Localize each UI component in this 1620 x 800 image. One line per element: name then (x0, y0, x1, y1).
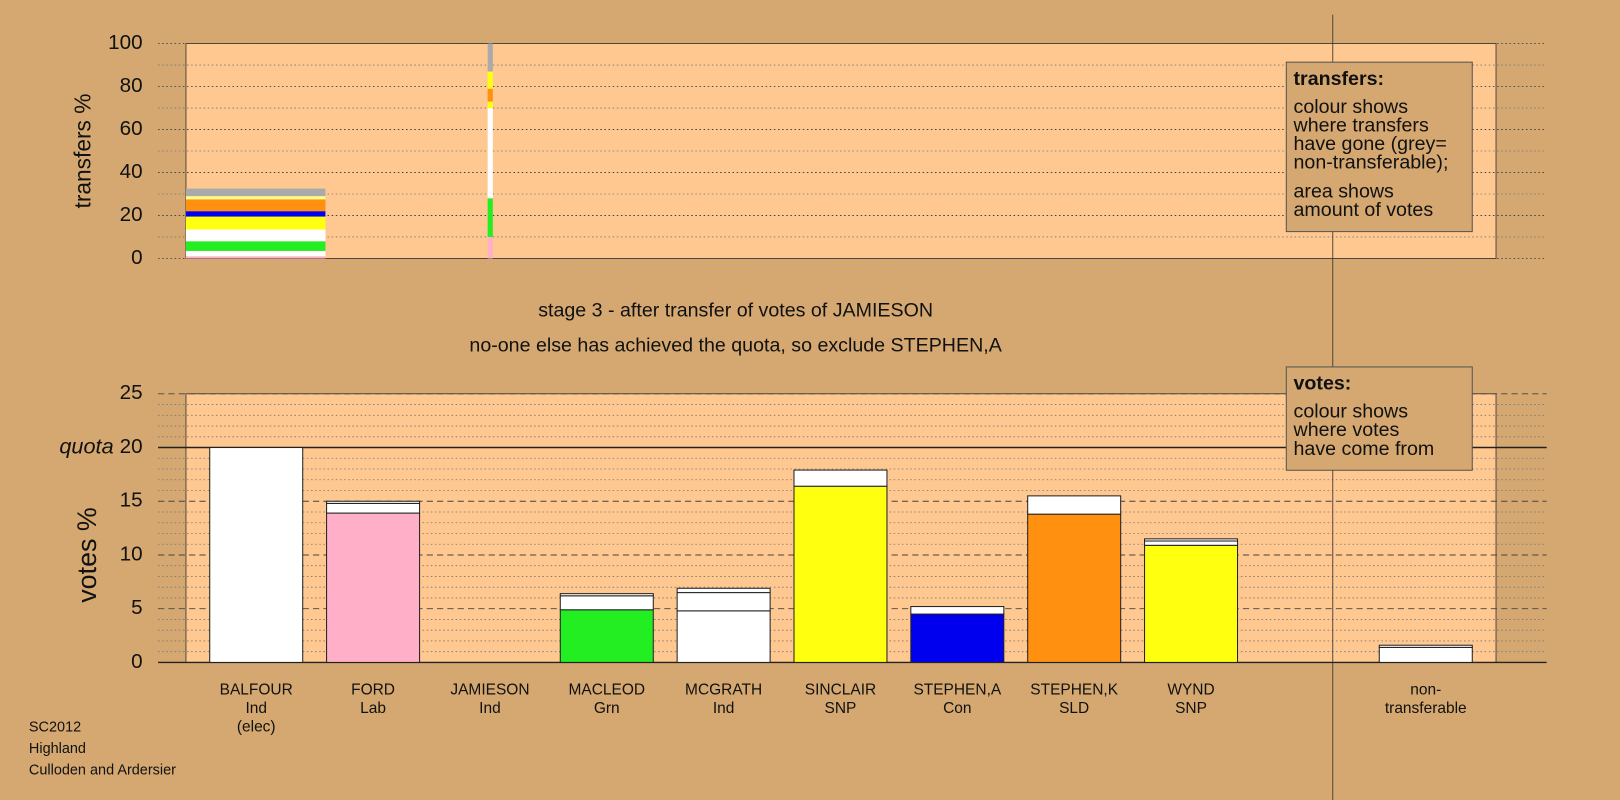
x-tick-label: JAMIESON (450, 681, 529, 698)
y-tick-label: 100 (108, 31, 142, 54)
x-tick-label: STEPHEN,A (913, 681, 1001, 698)
y-tick-label: 80 (120, 74, 143, 97)
y-tick-label: 40 (120, 160, 143, 183)
y-tick-label: 20 (120, 203, 143, 226)
quota-label: quota (59, 433, 113, 458)
footer-text: SC2012 (29, 719, 81, 735)
footer-text: Culloden and Ardersier (29, 763, 176, 779)
x-tick-label: STEPHEN,K (1030, 681, 1118, 698)
bar-segment (1378, 644, 1473, 648)
title: stage 3 - after transfer of votes of JAM… (538, 299, 933, 321)
x-tick-label: MCGRATH (685, 681, 762, 698)
x-tick-label: Ind (245, 700, 267, 717)
y-tick-label: 15 (120, 489, 143, 512)
y-tick-label: 5 (131, 596, 143, 619)
y-tick-label: 0 (131, 650, 143, 673)
legend-text: amount of votes (1294, 199, 1434, 221)
bar-segment (487, 43, 493, 72)
footer-text: Highland (29, 741, 86, 757)
legend-text: where transfers (1293, 114, 1429, 136)
bar-segment (1144, 544, 1239, 663)
y-tick-label: 25 (120, 381, 143, 404)
bar-segment (326, 500, 421, 504)
legend-text: non-transferable); (1294, 152, 1449, 174)
bar-segment (1378, 646, 1473, 663)
legend-text: have come from (1294, 438, 1435, 460)
bar-segment (185, 196, 326, 200)
y-tick-label: 10 (120, 542, 143, 565)
bar-segment (185, 229, 326, 242)
bar-segment (559, 609, 654, 663)
legend-title: transfers: (1294, 68, 1385, 90)
y-tick-label: 60 (120, 117, 143, 140)
bar-segment (185, 216, 326, 230)
x-tick-label: FORD (351, 681, 395, 698)
bar-segment (185, 241, 326, 251)
bar-segment (487, 108, 493, 199)
legend-title: votes: (1294, 373, 1352, 395)
y-tick-label: 20 (120, 435, 143, 458)
bar-segment (185, 188, 326, 197)
bar-segment (209, 447, 304, 663)
bar-segment (1027, 513, 1122, 663)
bar-segment (487, 101, 493, 109)
bar-segment (487, 198, 493, 237)
bar-segment (559, 595, 654, 611)
x-tick-label: Ind (713, 700, 735, 717)
y-axis-label: transfers % (70, 94, 96, 209)
bar-segment (185, 199, 326, 212)
bar-segment (185, 256, 326, 259)
bar-segment (185, 250, 326, 257)
bar-segment (487, 71, 493, 89)
x-tick-label: (elec) (237, 719, 276, 736)
bar-segment (1144, 540, 1239, 546)
bar-segment (793, 469, 888, 487)
legend-box (1285, 61, 1473, 233)
bar-segment (910, 613, 1005, 663)
bar-segment (326, 502, 421, 514)
bar-segment (487, 236, 493, 259)
bar-segment (326, 512, 421, 663)
bar-segment (185, 211, 326, 217)
bar-segment (487, 88, 493, 102)
bar-segment (676, 587, 771, 594)
bar-segment (1027, 495, 1122, 515)
x-tick-label: SNP (825, 700, 857, 717)
x-tick-label: SNP (1175, 700, 1207, 717)
x-tick-label: SLD (1059, 700, 1089, 717)
legend-text: where votes (1293, 419, 1400, 441)
legend-text: colour shows (1294, 401, 1409, 423)
x-tick-label: Grn (594, 700, 620, 717)
y-axis-label: votes % (72, 507, 102, 603)
legend-box (1285, 366, 1473, 471)
title: no-one else has achieved the quota, so e… (469, 334, 1002, 356)
x-tick-label: MACLEOD (568, 681, 645, 698)
x-tick-label: Con (943, 700, 971, 717)
x-tick-label: non- (1410, 681, 1441, 698)
bar-segment (793, 485, 888, 663)
bar-segment (676, 592, 771, 612)
y-tick-label: 0 (131, 246, 143, 269)
x-tick-label: Lab (360, 700, 386, 717)
bar-segment (559, 593, 654, 597)
legend-text: area shows (1294, 181, 1395, 203)
legend-text: have gone (grey= (1294, 133, 1447, 155)
x-tick-label: Ind (479, 700, 501, 717)
bar-segment (676, 610, 771, 663)
legend-text: colour shows (1294, 96, 1409, 118)
x-tick-label: SINCLAIR (805, 681, 876, 698)
x-tick-label: WYND (1167, 681, 1214, 698)
x-tick-label: transferable (1385, 700, 1467, 717)
bar-segment (1144, 538, 1239, 542)
x-tick-label: BALFOUR (220, 681, 293, 698)
bar-segment (910, 606, 1005, 615)
